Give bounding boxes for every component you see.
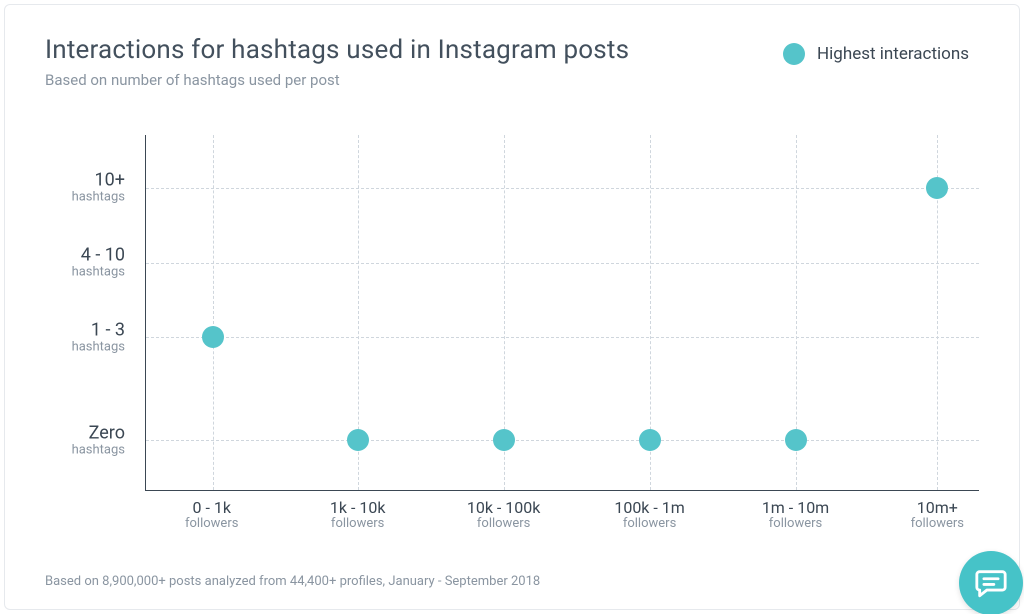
chart-subtitle: Based on number of hashtags used per pos…: [45, 71, 629, 89]
y-axis-label-sub: hashtags: [45, 266, 125, 280]
y-axis-label-main: 1 - 3: [45, 322, 125, 341]
x-axis-label: 10k - 100kfollowers: [467, 499, 541, 531]
y-axis-label-sub: hashtags: [45, 444, 125, 458]
data-point: [347, 429, 369, 451]
x-axis-label-main: 10k - 100k: [467, 499, 541, 517]
chat-button[interactable]: [959, 551, 1023, 614]
y-axis-label-main: Zero: [45, 425, 125, 444]
y-axis-label: 10+hashtags: [45, 172, 125, 205]
data-point: [926, 177, 948, 199]
y-axis-label-main: 10+: [45, 172, 125, 191]
x-axis-label-sub: followers: [762, 517, 829, 531]
x-axis-label-sub: followers: [911, 517, 964, 531]
y-axis-label: Zerohashtags: [45, 425, 125, 458]
x-axis-label: 1k - 10kfollowers: [330, 499, 386, 531]
y-axis-label-main: 4 - 10: [45, 247, 125, 266]
x-axis-label-main: 10m+: [911, 499, 964, 517]
x-axis-label-sub: followers: [614, 517, 684, 531]
data-point: [639, 429, 661, 451]
data-point: [785, 429, 807, 451]
x-axis-label-main: 1m - 10m: [762, 499, 829, 517]
header: Interactions for hashtags used in Instag…: [5, 5, 1019, 95]
y-axis-label-sub: hashtags: [45, 341, 125, 355]
x-axis-label: 10m+followers: [911, 499, 964, 531]
gridline-horizontal: [146, 440, 979, 441]
y-axis-labels: Zerohashtags1 - 3hashtags4 - 10hashtags1…: [45, 135, 135, 539]
data-point: [202, 326, 224, 348]
y-axis-label: 1 - 3hashtags: [45, 322, 125, 355]
chart-title: Interactions for hashtags used in Instag…: [45, 35, 629, 65]
x-axis-label: 0 - 1kfollowers: [185, 499, 238, 531]
x-axis-label-main: 1k - 10k: [330, 499, 386, 517]
x-axis-label: 100k - 1mfollowers: [614, 499, 684, 531]
legend-swatch-icon: [783, 43, 805, 65]
gridline-vertical: [213, 135, 214, 490]
gridline-horizontal: [146, 188, 979, 189]
legend-label: Highest interactions: [817, 44, 969, 64]
x-axis-label-sub: followers: [185, 517, 238, 531]
x-axis-label: 1m - 10mfollowers: [762, 499, 829, 531]
y-axis-label-sub: hashtags: [45, 191, 125, 205]
legend: Highest interactions: [783, 43, 969, 65]
x-axis-label-sub: followers: [330, 517, 386, 531]
chart-area: Zerohashtags1 - 3hashtags4 - 10hashtags1…: [45, 135, 979, 539]
x-axis-labels: 0 - 1kfollowers1k - 10kfollowers10k - 10…: [145, 495, 979, 539]
y-axis-label: 4 - 10hashtags: [45, 247, 125, 280]
chart-card: Interactions for hashtags used in Instag…: [4, 4, 1020, 610]
x-axis-label-sub: followers: [467, 517, 541, 531]
plot-area: [145, 135, 979, 491]
gridline-horizontal: [146, 263, 979, 264]
data-point: [493, 429, 515, 451]
x-axis-label-main: 0 - 1k: [185, 499, 238, 517]
chat-icon: [974, 566, 1008, 600]
title-block: Interactions for hashtags used in Instag…: [45, 35, 629, 89]
gridline-horizontal: [146, 337, 979, 338]
footnote: Based on 8,900,000+ posts analyzed from …: [45, 574, 540, 589]
x-axis-label-main: 100k - 1m: [614, 499, 684, 517]
